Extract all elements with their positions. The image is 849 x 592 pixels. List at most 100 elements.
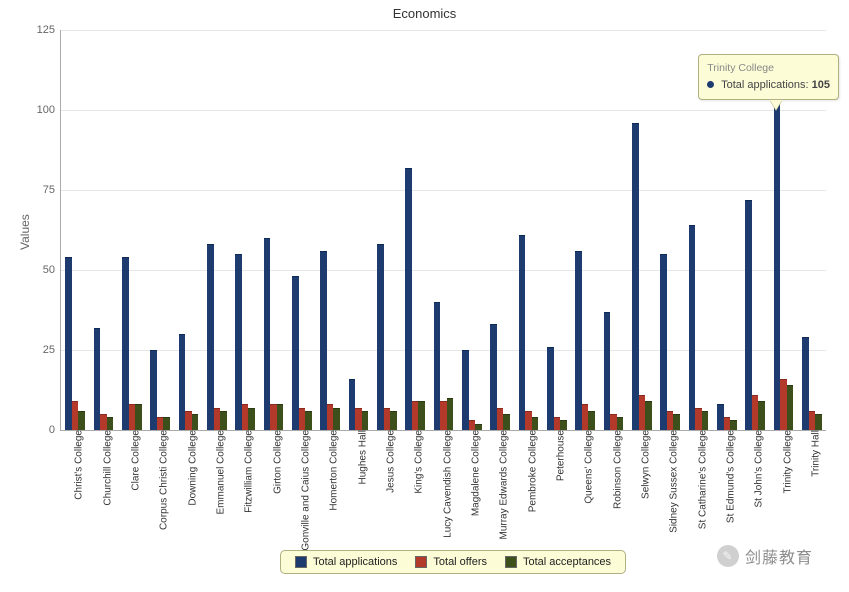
bar[interactable] xyxy=(405,168,412,430)
bar[interactable] xyxy=(100,414,107,430)
bar[interactable] xyxy=(305,411,312,430)
bar[interactable] xyxy=(78,411,85,430)
bar[interactable] xyxy=(689,225,696,430)
bar[interactable] xyxy=(327,404,334,430)
bar[interactable] xyxy=(815,414,822,430)
watermark-text: 剑藤教育 xyxy=(745,544,813,568)
legend-item[interactable]: Total applications xyxy=(295,556,397,568)
bar[interactable] xyxy=(292,276,299,430)
bar[interactable] xyxy=(617,417,624,430)
bar[interactable] xyxy=(185,411,192,430)
bar[interactable] xyxy=(490,324,497,430)
bar[interactable] xyxy=(462,350,469,430)
legend-item[interactable]: Total acceptances xyxy=(505,556,611,568)
bar[interactable] xyxy=(645,401,652,430)
x-tick-label: Pembroke College xyxy=(519,430,538,512)
bar[interactable] xyxy=(220,411,227,430)
bar[interactable] xyxy=(575,251,582,430)
bar[interactable] xyxy=(802,337,809,430)
tooltip-value: 105 xyxy=(812,79,830,91)
bar[interactable] xyxy=(333,408,340,430)
bar[interactable] xyxy=(157,417,164,430)
bar[interactable] xyxy=(362,411,369,430)
bar[interactable] xyxy=(192,414,199,430)
x-tick-label: Churchill College xyxy=(94,430,113,506)
bar[interactable] xyxy=(660,254,667,430)
grid-line xyxy=(61,190,826,191)
bar[interactable] xyxy=(264,238,271,430)
bar[interactable] xyxy=(787,385,794,430)
bar[interactable] xyxy=(277,404,284,430)
bar[interactable] xyxy=(724,417,731,430)
bar[interactable] xyxy=(135,404,142,430)
bar[interactable] xyxy=(752,395,759,430)
grid-line xyxy=(61,350,826,351)
bar[interactable] xyxy=(72,401,79,430)
bar[interactable] xyxy=(695,408,702,430)
bar[interactable] xyxy=(94,328,101,430)
bar[interactable] xyxy=(242,404,249,430)
legend-label: Total applications xyxy=(313,556,397,568)
bar[interactable] xyxy=(207,244,214,430)
bar[interactable] xyxy=(745,200,752,430)
tooltip-series-label: Total applications xyxy=(721,79,805,91)
bar[interactable] xyxy=(440,401,447,430)
bar[interactable] xyxy=(150,350,157,430)
bar[interactable] xyxy=(497,408,504,430)
bar[interactable] xyxy=(270,404,277,430)
bar[interactable] xyxy=(525,411,532,430)
bar[interactable] xyxy=(377,244,384,430)
legend-label: Total offers xyxy=(433,556,487,568)
bar[interactable] xyxy=(809,411,816,430)
grid-line xyxy=(61,30,826,31)
bar[interactable] xyxy=(384,408,391,430)
legend-swatch-icon xyxy=(295,556,307,568)
bar[interactable] xyxy=(717,404,724,430)
bar[interactable] xyxy=(235,254,242,430)
bar[interactable] xyxy=(730,420,737,430)
bar[interactable] xyxy=(667,411,674,430)
x-tick-label: Queens' College xyxy=(576,430,595,504)
bar[interactable] xyxy=(632,123,639,430)
bar[interactable] xyxy=(320,251,327,430)
bar[interactable] xyxy=(588,411,595,430)
bar[interactable] xyxy=(349,379,356,430)
bar[interactable] xyxy=(604,312,611,430)
bar[interactable] xyxy=(532,417,539,430)
x-tick-label: Lucy Cavendish College xyxy=(434,430,453,538)
legend-item[interactable]: Total offers xyxy=(415,556,487,568)
bar[interactable] xyxy=(702,411,709,430)
bar[interactable] xyxy=(65,257,72,430)
bar[interactable] xyxy=(610,414,617,430)
bar[interactable] xyxy=(774,94,781,430)
bar[interactable] xyxy=(418,401,425,430)
bar[interactable] xyxy=(355,408,362,430)
grid-line xyxy=(61,110,826,111)
legend-swatch-icon xyxy=(415,556,427,568)
bar[interactable] xyxy=(519,235,526,430)
y-tick-label: 125 xyxy=(37,24,61,36)
bar[interactable] xyxy=(122,257,129,430)
bar[interactable] xyxy=(673,414,680,430)
bar[interactable] xyxy=(582,404,589,430)
bar[interactable] xyxy=(547,347,554,430)
bar[interactable] xyxy=(390,411,397,430)
bar[interactable] xyxy=(447,398,454,430)
bar[interactable] xyxy=(214,408,221,430)
bar[interactable] xyxy=(560,420,567,430)
bar[interactable] xyxy=(469,420,476,430)
bar[interactable] xyxy=(163,417,170,430)
bar[interactable] xyxy=(179,334,186,430)
bar[interactable] xyxy=(758,401,765,430)
bar[interactable] xyxy=(107,417,114,430)
bar[interactable] xyxy=(434,302,441,430)
bar[interactable] xyxy=(503,414,510,430)
bar[interactable] xyxy=(412,401,419,430)
bar[interactable] xyxy=(554,417,561,430)
bar[interactable] xyxy=(780,379,787,430)
bar[interactable] xyxy=(299,408,306,430)
bar[interactable] xyxy=(639,395,646,430)
bar[interactable] xyxy=(129,404,136,430)
watermark: ✎ 剑藤教育 xyxy=(717,544,813,568)
bar[interactable] xyxy=(248,408,255,430)
